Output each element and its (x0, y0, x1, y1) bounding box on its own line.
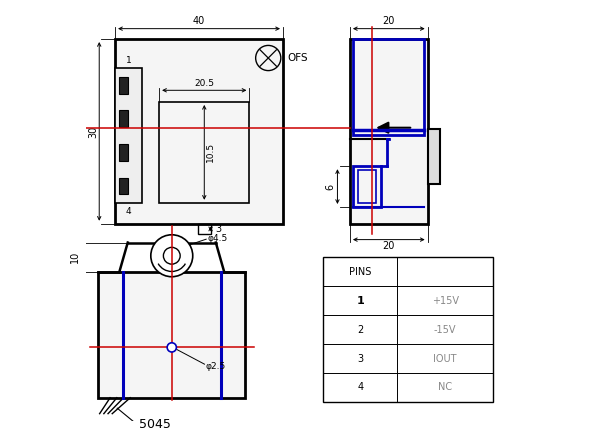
Text: 40: 40 (193, 16, 205, 26)
Text: 1: 1 (356, 295, 364, 305)
Text: 10: 10 (70, 251, 80, 264)
Text: -15V: -15V (434, 324, 456, 334)
Circle shape (167, 343, 176, 352)
Bar (98, 272, 245, 398)
Text: 10.5: 10.5 (206, 142, 215, 162)
Bar (358, 171, 376, 203)
Text: OFS: OFS (287, 53, 308, 63)
Bar (198, 224, 210, 234)
Text: 30: 30 (88, 125, 98, 137)
Text: 20.5: 20.5 (194, 79, 215, 88)
Bar (159, 102, 249, 203)
Bar (119, 144, 128, 161)
Circle shape (151, 235, 193, 277)
Bar (353, 39, 424, 135)
Text: 3: 3 (357, 353, 363, 363)
Text: φ2.5: φ2.5 (205, 362, 226, 371)
Text: φ4.5: φ4.5 (207, 234, 228, 243)
Bar (350, 39, 428, 224)
Bar (428, 129, 440, 184)
Text: +15V: +15V (431, 295, 459, 305)
Bar (115, 69, 142, 203)
Text: NC: NC (438, 382, 452, 392)
Bar (119, 111, 128, 127)
Text: 4: 4 (126, 206, 132, 216)
Bar (119, 77, 128, 94)
Text: 4: 4 (357, 382, 363, 392)
Bar (353, 166, 381, 207)
Text: 20: 20 (382, 241, 395, 251)
Text: 2: 2 (357, 324, 363, 334)
Text: IOUT: IOUT (433, 353, 457, 363)
Text: 1: 1 (126, 56, 132, 65)
Bar (119, 178, 128, 194)
Bar (115, 39, 283, 224)
Bar (323, 257, 493, 402)
Text: 6: 6 (326, 184, 336, 190)
Text: 5045: 5045 (139, 419, 171, 432)
Text: 3: 3 (216, 224, 222, 234)
Text: 20: 20 (382, 16, 395, 26)
Text: PINS: PINS (349, 267, 371, 276)
